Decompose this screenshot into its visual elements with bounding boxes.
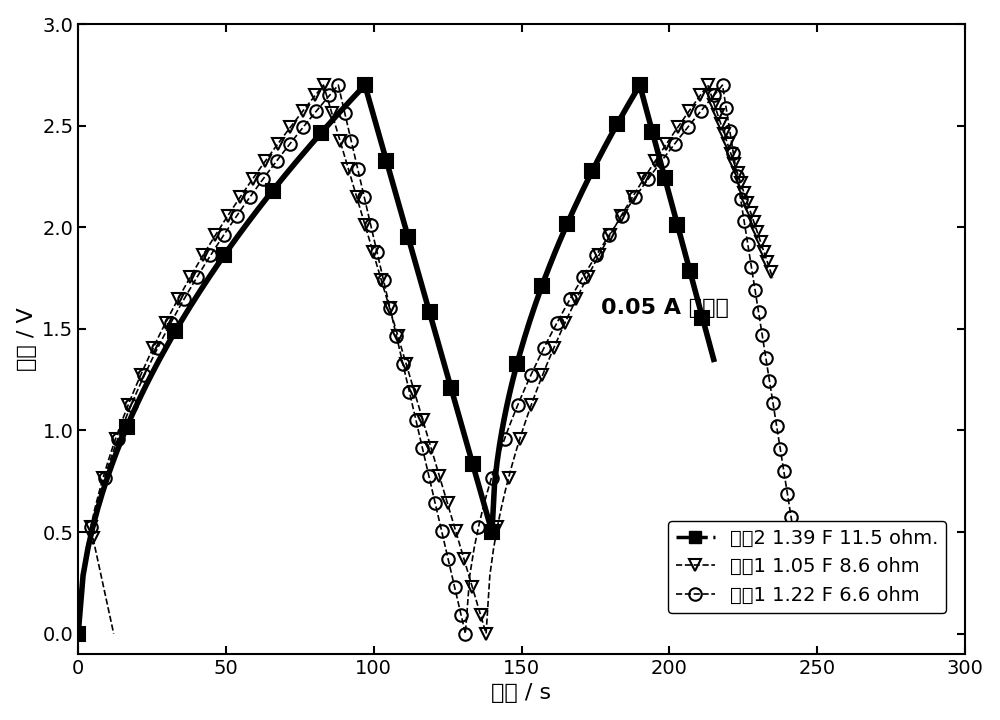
X-axis label: 时间 / s: 时间 / s bbox=[491, 683, 552, 703]
Legend: 传焰2 1.39 F 11.5 ohm., 传焰1 1.05 F 8.6 ohm, 实她1 1.22 F 6.6 ohm: 传焰2 1.39 F 11.5 ohm., 传焰1 1.05 F 8.6 ohm… bbox=[668, 521, 946, 613]
Text: 0.05 A 充放电: 0.05 A 充放电 bbox=[601, 298, 729, 318]
Y-axis label: 电压 / V: 电压 / V bbox=[17, 307, 37, 371]
